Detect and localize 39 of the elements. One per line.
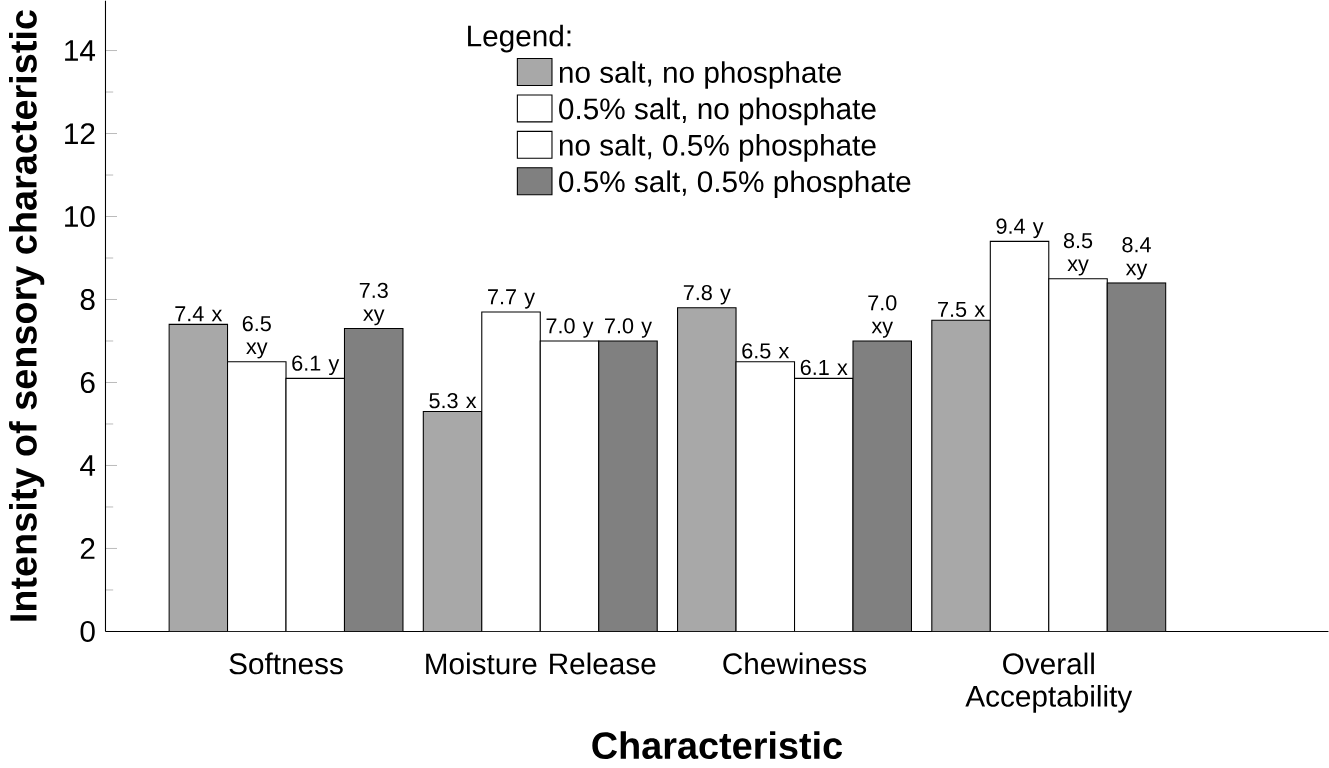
legend-label: no salt, no phosphate: [559, 61, 841, 89]
data-label: 7.3 xy: [359, 282, 388, 326]
data-label: 8.4 xy: [1122, 237, 1151, 280]
x-tick-label: Softness: [229, 652, 343, 675]
data-label: 8.5 xy: [1063, 232, 1093, 276]
data-label: 6.1 y: [292, 355, 340, 376]
data-label: 7.5 x: [938, 301, 985, 317]
bar: [931, 319, 991, 632]
y-tick-label: 10: [65, 205, 95, 228]
y-tick-label: 14: [65, 40, 96, 61]
y-tick-label: 2: [80, 538, 95, 559]
x-tick-label: Chewiness: [723, 652, 867, 675]
legend-label: 0.5% salt, no phosphate: [559, 97, 876, 126]
y-tick-label: 12: [65, 123, 95, 144]
y-axis-title: Intensity of sensory characteristic: [9, 10, 45, 621]
legend-title: Legend:: [468, 24, 571, 53]
y-tick-label: 4: [80, 455, 96, 476]
data-label: 7.0 y: [605, 318, 652, 338]
data-label: 7.0 xy: [868, 295, 897, 338]
legend-label: no salt, 0.5% phosphate: [559, 133, 876, 162]
y-tick-label: 0: [80, 620, 95, 642]
data-label: 7.4 x: [175, 306, 223, 322]
data-label: 6.1 x: [800, 359, 848, 376]
bar: [169, 324, 228, 632]
data-label: 6.5 xy: [242, 315, 271, 359]
x-axis-title: Characteristic: [592, 731, 843, 760]
data-label: 6.5 x: [742, 343, 790, 359]
y-tick-label: 6: [80, 371, 95, 393]
data-label: 7.7 y: [488, 289, 536, 309]
data-label: 7.0 y: [546, 318, 594, 338]
bar: [677, 307, 737, 632]
data-label: 9.4 y: [996, 218, 1044, 239]
data-label: 5.3 x: [429, 392, 477, 409]
data-label: 7.8 y: [683, 284, 731, 305]
x-tick-label: Overall Acceptability: [965, 652, 1133, 713]
y-tick-label: 8: [80, 288, 95, 310]
legend-label: 0.5% salt, 0.5% phosphate: [559, 170, 911, 199]
x-tick-label: Moisture Release: [426, 652, 656, 675]
bar: [423, 411, 482, 632]
